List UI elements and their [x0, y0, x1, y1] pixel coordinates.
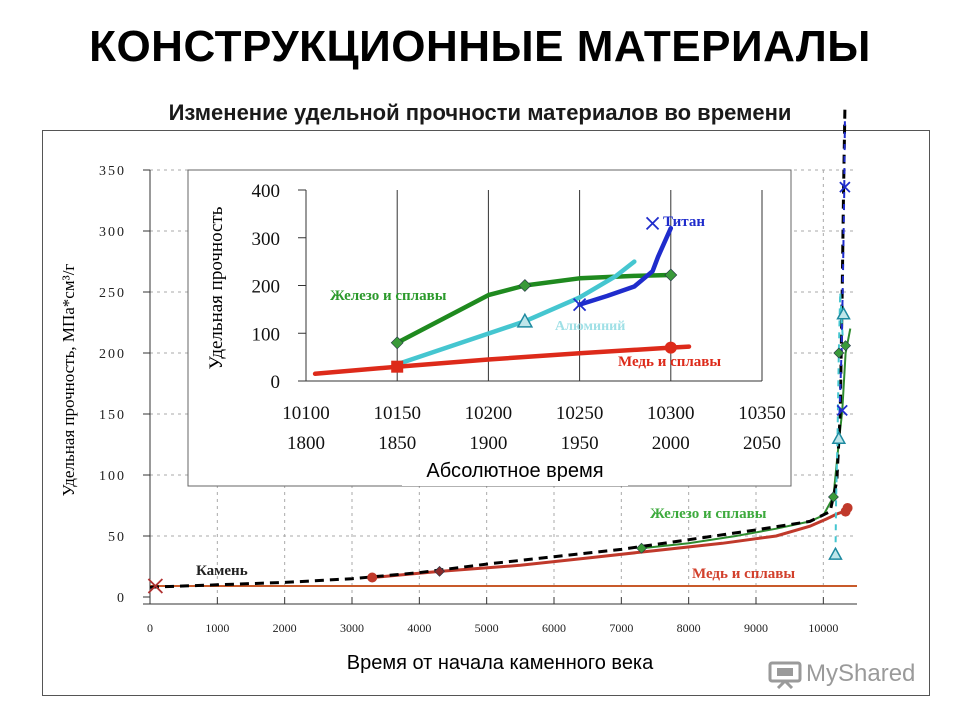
x-tick-label: 4000 — [407, 621, 431, 635]
inset-series-line — [394, 272, 674, 346]
inset-x-tick-label: 10200 — [465, 403, 513, 424]
y-tick-label: 250 — [99, 286, 126, 301]
inset-background — [187, 169, 792, 487]
annotation-iron: Железо и сплавы — [650, 506, 767, 522]
inset-x-secondary-tick-label: 1950 — [561, 433, 599, 454]
iron-marker — [636, 542, 647, 554]
iron-marker — [828, 491, 839, 503]
iron-marker — [833, 347, 845, 359]
inset-y-tick-label: 100 — [252, 324, 281, 345]
y-tick-label: 300 — [99, 225, 126, 240]
x-tick-label: 0 — [147, 621, 153, 635]
main-series-line — [834, 291, 844, 555]
inset-x-secondary-tick-label: 1800 — [287, 433, 325, 454]
x-tick-label: 6000 — [542, 621, 566, 635]
x-tick-label: 1000 — [205, 621, 229, 635]
y-tick-label: 150 — [99, 408, 126, 423]
inset-aluminium-marker — [516, 312, 534, 328]
inset-x-tick-label: 10100 — [282, 403, 330, 424]
x-axis-title: Время от начала каменного века — [346, 652, 654, 674]
titan-marker — [836, 404, 848, 416]
inset-x-secondary-tick-label: 2050 — [743, 433, 781, 454]
inset-y-axis-title: Удельная прочность — [206, 206, 227, 369]
iron-marker — [840, 340, 851, 352]
inset-iron-marker — [518, 279, 532, 292]
logo: MyShared — [768, 656, 915, 692]
main-series-line — [838, 121, 846, 415]
inset-iron-marker — [664, 268, 678, 282]
copper-marker — [367, 572, 378, 583]
y-axis-title: Удельная прочность, МПа*см³/г — [59, 264, 78, 497]
x-tick-label: 9000 — [744, 621, 768, 635]
chart-subtitle: Изменение удельной прочности материалов … — [168, 100, 792, 125]
main-series-line — [372, 510, 845, 579]
logo-text: MyShared — [806, 660, 916, 687]
aluminium-marker — [831, 430, 847, 444]
absolute-time-label: Абсолютное время — [402, 456, 628, 486]
copper-marker — [842, 502, 853, 513]
inset-label-iron: Железо и сплавы — [330, 288, 447, 304]
inset-label-copper: Медь и сплавы — [618, 354, 721, 370]
x-tick-label: 10000 — [808, 621, 838, 635]
aluminium-marker — [828, 546, 843, 560]
annotation-copper: Медь и сплавы — [692, 566, 795, 582]
titan-marker — [839, 181, 851, 193]
chart-frame — [42, 130, 930, 696]
x-tick-label: 5000 — [475, 621, 499, 635]
presentation-board-icon — [768, 661, 802, 689]
copper-marker — [434, 565, 445, 577]
inset-y-tick-label: 200 — [252, 277, 281, 298]
inset-series-line — [577, 225, 674, 307]
inset-y-tick-label: 400 — [252, 181, 281, 202]
y-tick-label: 350 — [99, 164, 126, 179]
inset-series-line — [394, 259, 637, 367]
y-tick-label: 50 — [108, 530, 126, 545]
stone-marker — [147, 578, 164, 594]
inset-titan-marker — [572, 297, 587, 312]
inset-copper-marker — [664, 341, 677, 354]
x-tick-label: 2000 — [273, 621, 297, 635]
page-title: КОНСТРУКЦИОННЫЕ МАТЕРИАЛЫ — [89, 22, 871, 71]
x-tick-label: 3000 — [340, 621, 364, 635]
inset-x-secondary-tick-label: 1900 — [469, 433, 507, 454]
inset-copper-marker — [391, 360, 404, 373]
inset-label-aluminium: Алюминий — [555, 319, 625, 334]
x-tick-label: 8000 — [677, 621, 701, 635]
inset-x-secondary-tick-label: 1850 — [378, 433, 416, 454]
y-tick-label: 200 — [99, 347, 126, 362]
x-tick-label: 7000 — [609, 621, 633, 635]
inset-x-secondary-tick-label: 2000 — [652, 433, 690, 454]
inset-label-titan: Титан — [663, 214, 705, 230]
annotation-stone: Камень — [196, 563, 248, 579]
inset-x-tick-label: 10250 — [556, 403, 604, 424]
inset-x-tick-label: 10150 — [373, 403, 421, 424]
aluminium-marker — [836, 306, 851, 320]
inset-iron-marker — [390, 336, 404, 350]
inset-y-tick-label: 300 — [252, 229, 281, 250]
y-tick-label: 0 — [117, 591, 126, 606]
inset-titan-marker — [645, 216, 660, 231]
inset-x-tick-label: 10350 — [738, 403, 786, 424]
inset-y-tick-label: 0 — [271, 372, 281, 393]
y-tick-label: 100 — [99, 469, 126, 484]
inset-x-tick-label: 10300 — [647, 403, 695, 424]
